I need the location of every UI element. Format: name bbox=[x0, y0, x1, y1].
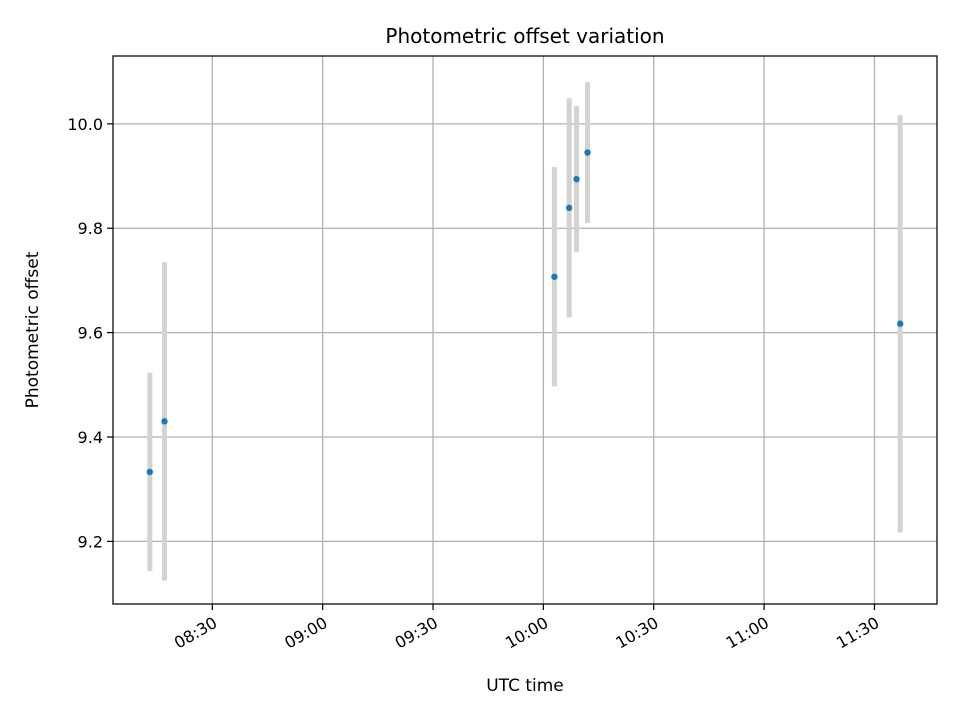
data-point bbox=[897, 320, 904, 327]
data-point bbox=[146, 468, 153, 476]
data-point bbox=[565, 204, 573, 212]
y-tick-label: 9.8 bbox=[78, 219, 103, 238]
x-axis-label: UTC time bbox=[486, 676, 564, 696]
data-point bbox=[551, 273, 558, 280]
data-point bbox=[584, 149, 591, 156]
data-points bbox=[146, 149, 904, 476]
y-tick-label: 10.0 bbox=[67, 115, 103, 134]
y-axis-label: Photometric offset bbox=[23, 251, 43, 408]
y-tick-label: 9.4 bbox=[78, 428, 103, 447]
chart-title: Photometric offset variation bbox=[385, 24, 664, 48]
plot-frame bbox=[112, 55, 938, 605]
grid bbox=[113, 56, 937, 604]
y-tick-label: 9.2 bbox=[78, 532, 103, 551]
y-axis-ticks: 9.2 9.4 9.6 9.8 10.0 bbox=[67, 115, 113, 551]
data-point bbox=[161, 418, 168, 425]
y-tick-label: 9.6 bbox=[78, 324, 103, 343]
data-point bbox=[573, 175, 580, 183]
